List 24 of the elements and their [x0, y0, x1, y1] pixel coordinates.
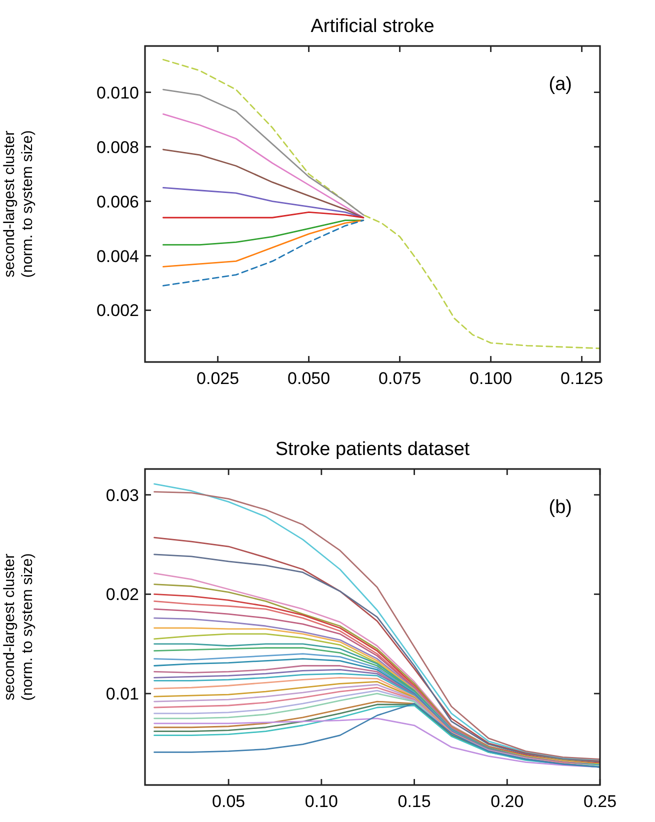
x-tick-label: 0.075 [378, 369, 422, 388]
x-tick-label: 0.100 [470, 369, 512, 388]
x-tick-label: 0.025 [196, 369, 240, 388]
y-axis-title: second-largest cluster (norm. to system size) [1, 130, 36, 278]
y-tick-label: 0.004 [96, 246, 139, 266]
y-tick-label: 0.002 [96, 301, 139, 320]
x-tick-label: 0.125 [560, 369, 604, 388]
x-tick-label: 0.25 [583, 792, 617, 811]
x-tick-label: 0.10 [304, 792, 338, 811]
y-tick-label: 0.006 [96, 192, 139, 212]
x-tick-label: 0.050 [288, 369, 330, 388]
annotation: (a) [548, 74, 572, 95]
y-axis-title: second-largest cluster (norm. to system size) [1, 553, 36, 701]
y-tick-label: 0.01 [106, 684, 139, 704]
chart-title: Artificial stroke [310, 16, 434, 37]
chart-title: Stroke patients dataset [275, 439, 470, 460]
x-tick-label: 0.15 [398, 792, 431, 811]
x-tick-label: 0.20 [490, 792, 524, 811]
y-tick-label: 0.02 [106, 585, 139, 604]
annotation: (b) [548, 497, 572, 518]
x-tick-label: 0.05 [212, 792, 246, 811]
y-tick-label: 0.010 [96, 83, 139, 102]
y-tick-label: 0.03 [106, 486, 139, 505]
y-tick-label: 0.008 [96, 138, 139, 157]
